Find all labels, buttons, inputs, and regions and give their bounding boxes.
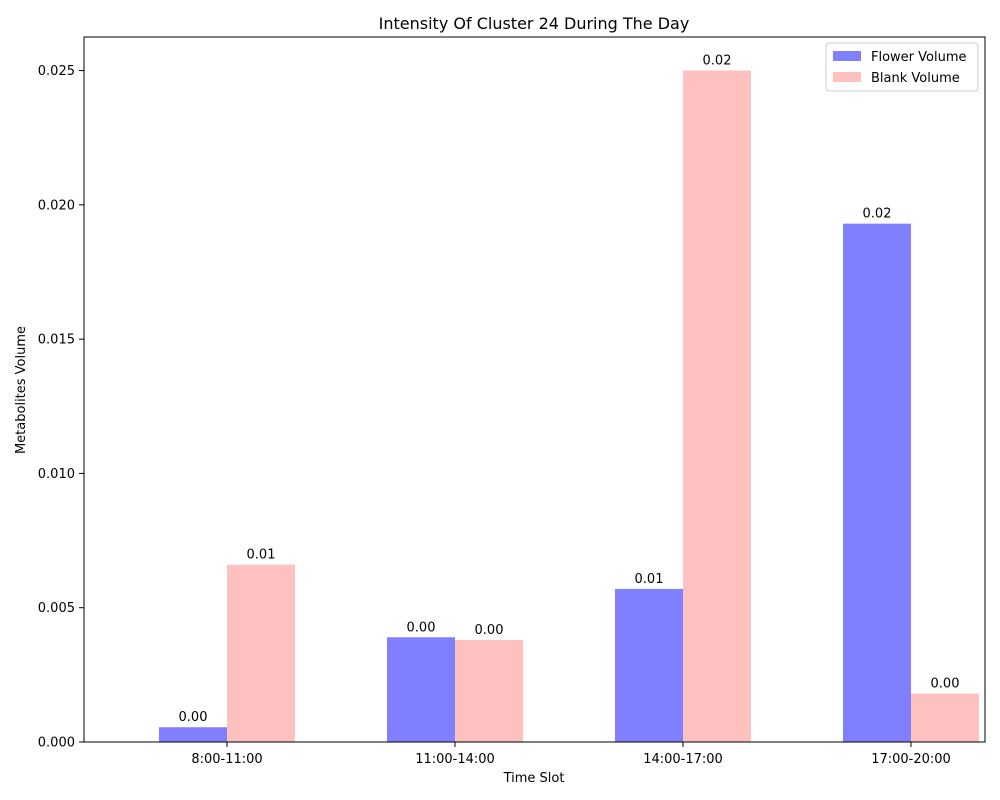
- y-tick-label: 0.005: [38, 601, 75, 616]
- legend-label-blank: Blank Volume: [871, 71, 960, 86]
- bar-flower-1: [387, 637, 455, 742]
- axes-layer: 8:00-11:00 11:00-14:00 14:00-17:00 17:00-20…: [38, 36, 986, 767]
- bar-blank-1: [455, 639, 523, 742]
- y-tick-label: 0.020: [38, 198, 75, 213]
- bar-flower-0: [159, 727, 227, 742]
- x-tick-label: 14:00-17:00: [643, 752, 723, 767]
- chart-title: Intensity Of Cluster 24 During The Day: [379, 14, 690, 33]
- x-axis-label: Time Slot: [503, 771, 565, 786]
- data-label-blank-0: 0.01: [247, 548, 276, 563]
- legend-swatch-flower: [833, 51, 861, 61]
- x-tick-label: 11:00-14:00: [415, 752, 495, 767]
- y-tick-label: 0.010: [38, 467, 75, 482]
- data-label-flower-0: 0.00: [179, 710, 208, 725]
- bar-flower-3: [843, 223, 911, 742]
- legend: Flower Volume Blank Volume: [825, 42, 979, 92]
- legend-box: [825, 42, 979, 92]
- bars-layer: 0.00 0.01 0.00 0.00 0.01 0.02 0.02 0.00: [159, 54, 979, 743]
- y-tick-label: 0.015: [38, 333, 75, 348]
- legend-label-flower: Flower Volume: [871, 50, 967, 65]
- data-label-blank-3: 0.00: [931, 677, 960, 692]
- bar-blank-0: [227, 564, 295, 742]
- y-tick-label: 0.000: [38, 736, 75, 751]
- data-label-flower-1: 0.00: [407, 620, 436, 635]
- y-tick-label: 0.025: [38, 64, 75, 79]
- bar-blank-2: [683, 70, 751, 743]
- plot-frame: [83, 36, 986, 743]
- y-axis-label: Metabolites Volume: [14, 326, 29, 454]
- data-label-blank-2: 0.02: [703, 54, 732, 69]
- data-label-flower-2: 0.01: [635, 572, 664, 587]
- bar-flower-2: [615, 588, 683, 742]
- x-tick-label: 8:00-11:00: [191, 752, 262, 767]
- legend-swatch-blank: [833, 72, 861, 82]
- data-label-flower-3: 0.02: [863, 207, 892, 222]
- data-label-blank-1: 0.00: [475, 623, 504, 638]
- x-tick-label: 17:00-20:00: [871, 752, 951, 767]
- bar-blank-3: [911, 693, 979, 742]
